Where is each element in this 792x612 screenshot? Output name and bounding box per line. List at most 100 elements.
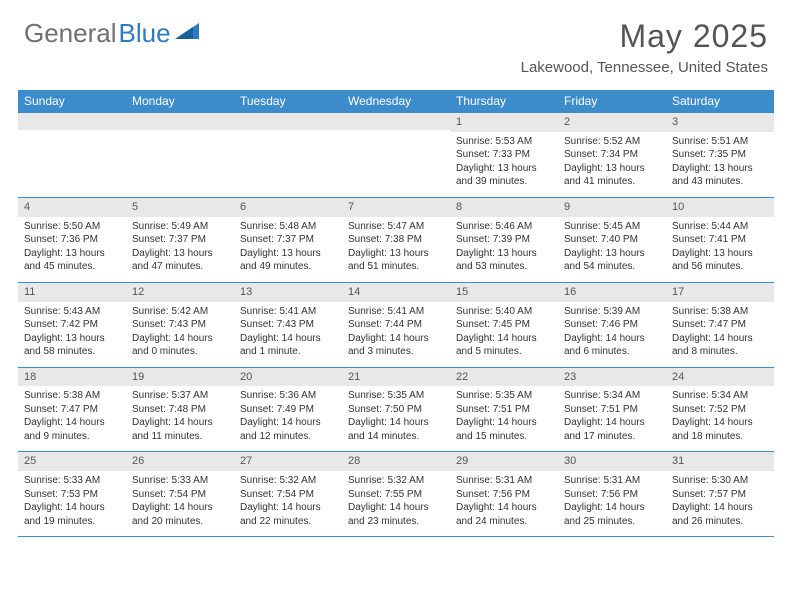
day-body: Sunrise: 5:38 AMSunset: 7:47 PMDaylight:… (18, 386, 126, 451)
day-body: Sunrise: 5:40 AMSunset: 7:45 PMDaylight:… (450, 302, 558, 367)
title-block: May 2025 Lakewood, Tennessee, United Sta… (521, 18, 768, 76)
sunset-text: Sunset: 7:38 PM (348, 233, 444, 247)
sunset-text: Sunset: 7:50 PM (348, 403, 444, 417)
dow-cell: Sunday (18, 90, 126, 113)
sunset-text: Sunset: 7:53 PM (24, 488, 120, 502)
day-number: 11 (18, 283, 126, 302)
day-body: Sunrise: 5:53 AMSunset: 7:33 PMDaylight:… (450, 132, 558, 197)
day-body: Sunrise: 5:34 AMSunset: 7:51 PMDaylight:… (558, 386, 666, 451)
daylight-text: Daylight: 14 hours and 6 minutes. (564, 332, 660, 359)
sunset-text: Sunset: 7:37 PM (132, 233, 228, 247)
sunrise-text: Sunrise: 5:33 AM (24, 474, 120, 488)
daylight-text: Daylight: 14 hours and 3 minutes. (348, 332, 444, 359)
sunrise-text: Sunrise: 5:45 AM (564, 220, 660, 234)
day-number: 26 (126, 452, 234, 471)
sunrise-text: Sunrise: 5:52 AM (564, 135, 660, 149)
sunset-text: Sunset: 7:56 PM (456, 488, 552, 502)
week-row: 25Sunrise: 5:33 AMSunset: 7:53 PMDayligh… (18, 452, 774, 536)
sunrise-text: Sunrise: 5:48 AM (240, 220, 336, 234)
day-cell: 4Sunrise: 5:50 AMSunset: 7:36 PMDaylight… (18, 197, 126, 282)
day-number: 2 (558, 113, 666, 132)
sunset-text: Sunset: 7:39 PM (456, 233, 552, 247)
day-body: Sunrise: 5:43 AMSunset: 7:42 PMDaylight:… (18, 302, 126, 367)
day-number: 10 (666, 198, 774, 217)
empty-cell (126, 113, 234, 198)
sunset-text: Sunset: 7:48 PM (132, 403, 228, 417)
day-cell: 23Sunrise: 5:34 AMSunset: 7:51 PMDayligh… (558, 367, 666, 452)
day-body (342, 130, 450, 180)
sunrise-text: Sunrise: 5:44 AM (672, 220, 768, 234)
dow-cell: Wednesday (342, 90, 450, 113)
day-body: Sunrise: 5:35 AMSunset: 7:51 PMDaylight:… (450, 386, 558, 451)
day-number: 27 (234, 452, 342, 471)
day-number: 25 (18, 452, 126, 471)
day-body: Sunrise: 5:33 AMSunset: 7:54 PMDaylight:… (126, 471, 234, 536)
day-number: 6 (234, 198, 342, 217)
sunset-text: Sunset: 7:33 PM (456, 148, 552, 162)
sunrise-text: Sunrise: 5:34 AM (564, 389, 660, 403)
sunrise-text: Sunrise: 5:36 AM (240, 389, 336, 403)
day-cell: 31Sunrise: 5:30 AMSunset: 7:57 PMDayligh… (666, 452, 774, 536)
calendar-body: 1Sunrise: 5:53 AMSunset: 7:33 PMDaylight… (18, 113, 774, 537)
day-cell: 9Sunrise: 5:45 AMSunset: 7:40 PMDaylight… (558, 197, 666, 282)
day-cell: 7Sunrise: 5:47 AMSunset: 7:38 PMDaylight… (342, 197, 450, 282)
brand-part2: Blue (119, 18, 171, 49)
day-cell: 2Sunrise: 5:52 AMSunset: 7:34 PMDaylight… (558, 113, 666, 198)
day-cell: 14Sunrise: 5:41 AMSunset: 7:44 PMDayligh… (342, 282, 450, 367)
sunset-text: Sunset: 7:40 PM (564, 233, 660, 247)
sunrise-text: Sunrise: 5:31 AM (564, 474, 660, 488)
day-number (18, 113, 126, 130)
day-number: 8 (450, 198, 558, 217)
day-number: 7 (342, 198, 450, 217)
day-body (234, 130, 342, 180)
sunrise-text: Sunrise: 5:43 AM (24, 305, 120, 319)
sunrise-text: Sunrise: 5:46 AM (456, 220, 552, 234)
daylight-text: Daylight: 14 hours and 19 minutes. (24, 501, 120, 528)
day-cell: 16Sunrise: 5:39 AMSunset: 7:46 PMDayligh… (558, 282, 666, 367)
sunrise-text: Sunrise: 5:41 AM (240, 305, 336, 319)
dow-cell: Tuesday (234, 90, 342, 113)
day-body: Sunrise: 5:35 AMSunset: 7:50 PMDaylight:… (342, 386, 450, 451)
sunset-text: Sunset: 7:47 PM (672, 318, 768, 332)
daylight-text: Daylight: 14 hours and 5 minutes. (456, 332, 552, 359)
day-body: Sunrise: 5:31 AMSunset: 7:56 PMDaylight:… (558, 471, 666, 536)
day-body: Sunrise: 5:39 AMSunset: 7:46 PMDaylight:… (558, 302, 666, 367)
daylight-text: Daylight: 14 hours and 14 minutes. (348, 416, 444, 443)
week-row: 11Sunrise: 5:43 AMSunset: 7:42 PMDayligh… (18, 282, 774, 367)
day-cell: 1Sunrise: 5:53 AMSunset: 7:33 PMDaylight… (450, 113, 558, 198)
sunset-text: Sunset: 7:57 PM (672, 488, 768, 502)
day-cell: 26Sunrise: 5:33 AMSunset: 7:54 PMDayligh… (126, 452, 234, 536)
day-cell: 17Sunrise: 5:38 AMSunset: 7:47 PMDayligh… (666, 282, 774, 367)
sunrise-text: Sunrise: 5:32 AM (348, 474, 444, 488)
daylight-text: Daylight: 14 hours and 25 minutes. (564, 501, 660, 528)
sunrise-text: Sunrise: 5:49 AM (132, 220, 228, 234)
day-number: 24 (666, 368, 774, 387)
daylight-text: Daylight: 14 hours and 17 minutes. (564, 416, 660, 443)
sunset-text: Sunset: 7:56 PM (564, 488, 660, 502)
sunset-text: Sunset: 7:41 PM (672, 233, 768, 247)
day-body: Sunrise: 5:41 AMSunset: 7:43 PMDaylight:… (234, 302, 342, 367)
location-subtitle: Lakewood, Tennessee, United States (521, 59, 768, 76)
daylight-text: Daylight: 13 hours and 43 minutes. (672, 162, 768, 189)
sunrise-text: Sunrise: 5:34 AM (672, 389, 768, 403)
sunrise-text: Sunrise: 5:39 AM (564, 305, 660, 319)
day-number: 3 (666, 113, 774, 132)
sunset-text: Sunset: 7:51 PM (456, 403, 552, 417)
day-number: 12 (126, 283, 234, 302)
sunset-text: Sunset: 7:43 PM (132, 318, 228, 332)
day-cell: 5Sunrise: 5:49 AMSunset: 7:37 PMDaylight… (126, 197, 234, 282)
sunset-text: Sunset: 7:43 PM (240, 318, 336, 332)
sunrise-text: Sunrise: 5:40 AM (456, 305, 552, 319)
sunrise-text: Sunrise: 5:37 AM (132, 389, 228, 403)
days-of-week-row: SundayMondayTuesdayWednesdayThursdayFrid… (18, 90, 774, 113)
daylight-text: Daylight: 13 hours and 58 minutes. (24, 332, 120, 359)
daylight-text: Daylight: 13 hours and 41 minutes. (564, 162, 660, 189)
day-body: Sunrise: 5:31 AMSunset: 7:56 PMDaylight:… (450, 471, 558, 536)
daylight-text: Daylight: 14 hours and 26 minutes. (672, 501, 768, 528)
daylight-text: Daylight: 14 hours and 18 minutes. (672, 416, 768, 443)
sunset-text: Sunset: 7:37 PM (240, 233, 336, 247)
day-number: 1 (450, 113, 558, 132)
day-body: Sunrise: 5:46 AMSunset: 7:39 PMDaylight:… (450, 217, 558, 282)
sunrise-text: Sunrise: 5:50 AM (24, 220, 120, 234)
brand-part1: General (24, 18, 117, 49)
